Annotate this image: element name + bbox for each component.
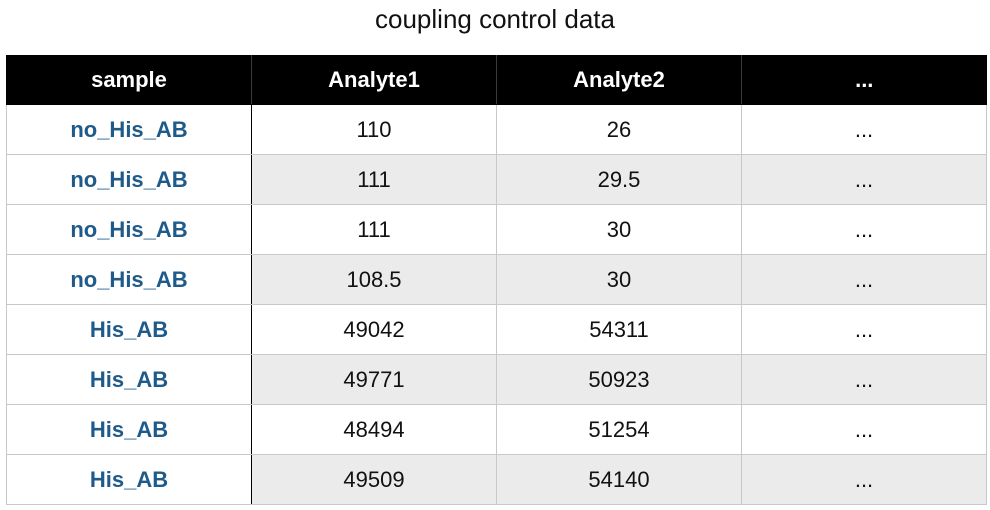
table-row: no_His_AB 111 29.5 ... <box>6 154 987 205</box>
analyte1-cell: 108.5 <box>251 254 497 305</box>
table-row: His_AB 49771 50923 ... <box>6 354 987 405</box>
analyte2-cell: 30 <box>496 254 742 305</box>
sample-cell: His_AB <box>6 404 252 455</box>
more-cell: ... <box>741 154 987 205</box>
analyte1-cell: 48494 <box>251 404 497 455</box>
page-title: coupling control data <box>375 4 615 34</box>
sample-cell: no_His_AB <box>6 254 252 305</box>
table-row: His_AB 48494 51254 ... <box>6 404 987 455</box>
column-header-sample: sample <box>6 55 252 105</box>
sample-cell: no_His_AB <box>6 104 252 155</box>
analyte1-cell: 111 <box>251 154 497 205</box>
analyte2-cell: 50923 <box>496 354 742 405</box>
table-row: His_AB 49509 54140 ... <box>6 454 987 505</box>
table-row: no_His_AB 111 30 ... <box>6 204 987 255</box>
table-row: His_AB 49042 54311 ... <box>6 304 987 355</box>
more-cell: ... <box>741 104 987 155</box>
table-header-row: sample Analyte1 Analyte2 ... <box>6 55 987 105</box>
table-row: no_His_AB 110 26 ... <box>6 104 987 155</box>
analyte1-cell: 110 <box>251 104 497 155</box>
more-cell: ... <box>741 204 987 255</box>
analyte2-cell: 51254 <box>496 404 742 455</box>
more-cell: ... <box>741 454 987 505</box>
analyte2-cell: 29.5 <box>496 154 742 205</box>
analyte2-cell: 54140 <box>496 454 742 505</box>
analyte2-cell: 26 <box>496 104 742 155</box>
sample-cell: no_His_AB <box>6 204 252 255</box>
more-cell: ... <box>741 404 987 455</box>
column-header-more: ... <box>741 55 987 105</box>
column-header-analyte1: Analyte1 <box>251 55 497 105</box>
analyte1-cell: 49771 <box>251 354 497 405</box>
sample-cell: no_His_AB <box>6 154 252 205</box>
sample-cell: His_AB <box>6 354 252 405</box>
analyte1-cell: 49042 <box>251 304 497 355</box>
sample-cell: His_AB <box>6 304 252 355</box>
more-cell: ... <box>741 254 987 305</box>
analyte2-cell: 30 <box>496 204 742 255</box>
data-table: sample Analyte1 Analyte2 ... no_His_AB 1… <box>6 55 987 505</box>
sample-cell: His_AB <box>6 454 252 505</box>
table-row: no_His_AB 108.5 30 ... <box>6 254 987 305</box>
more-cell: ... <box>741 304 987 355</box>
analyte2-cell: 54311 <box>496 304 742 355</box>
analyte1-cell: 49509 <box>251 454 497 505</box>
more-cell: ... <box>741 354 987 405</box>
column-header-analyte2: Analyte2 <box>496 55 742 105</box>
analyte1-cell: 111 <box>251 204 497 255</box>
